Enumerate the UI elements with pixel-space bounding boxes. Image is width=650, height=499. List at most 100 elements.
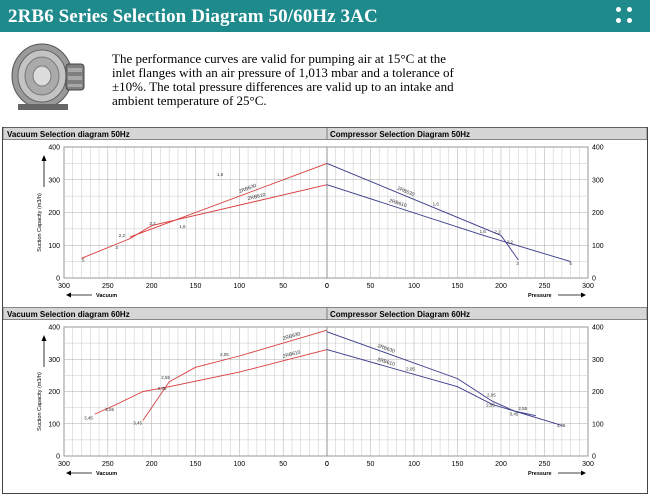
series-line-2rb630 [326, 331, 536, 417]
curve-annotation: 3,45 [133, 420, 142, 425]
x-tick-label: 50 [367, 283, 375, 290]
x-axis-arrowhead [66, 470, 71, 476]
y-tick-label: 200 [48, 389, 60, 396]
x-tick-label: 0 [325, 461, 329, 468]
chart-title-bar [2, 307, 648, 320]
x-tick-label: 300 [58, 283, 70, 290]
curve-annotation: 5 [82, 258, 85, 263]
page-title: 2RB6 Series Selection Diagram 50/60Hz 3A… [8, 6, 378, 27]
y-axis-arrowhead [41, 335, 47, 341]
series-line-2rb610 [326, 184, 571, 263]
curve-annotation: 2,2 [149, 221, 156, 226]
x-tick-label: 250 [539, 283, 551, 290]
curve-annotation: 1,6 [480, 229, 487, 234]
y-tick-label: 300 [48, 177, 60, 184]
y-axis-label: Suction Capacity (m3/h) [37, 372, 43, 431]
x-tick-label: 250 [539, 461, 551, 468]
intro-paragraph: The performance curves are valid for pum… [112, 51, 454, 108]
series-line-2rb630 [129, 162, 328, 238]
x-tick-label: 150 [190, 461, 202, 468]
blower-image [8, 38, 88, 114]
curve-annotation: 2,2 [494, 229, 501, 234]
curve-annotation: 2,05 [406, 367, 415, 372]
series-line-2rb610 [81, 184, 328, 259]
curve-annotation: 3,45 [557, 423, 566, 428]
x-tick-label: 100 [233, 461, 245, 468]
x-tick-label: 200 [146, 461, 158, 468]
y-tick-label: 0 [592, 454, 596, 461]
x-axis-arrowhead [581, 470, 586, 476]
curve-annotation: 2,55 [105, 407, 114, 412]
intro-text: The performance curves are valid for pum… [112, 52, 472, 108]
y-tick-label: 200 [592, 210, 604, 217]
chart-title: Compressor Selection Diagram 50Hz [330, 130, 470, 139]
y-tick-label: 100 [48, 421, 60, 428]
series-label: 2RB630 [377, 343, 396, 355]
curve-annotation: 2,2 [507, 239, 514, 244]
series-line-2rb630 [326, 162, 519, 261]
y-tick-label: 200 [592, 389, 604, 396]
x-axis-arrowhead [581, 292, 586, 298]
y-tick-label: 0 [56, 454, 60, 461]
series-label: 2RB610 [282, 349, 301, 359]
curve-annotation: 2,05 [487, 392, 496, 397]
y-tick-label: 100 [592, 421, 604, 428]
series-line-2rb610 [94, 349, 328, 415]
y-tick-label: 300 [592, 357, 604, 364]
x-tick-label: 250 [102, 461, 114, 468]
series-line-2rb630 [142, 329, 328, 421]
series-label: 2RB610 [376, 357, 395, 368]
x-tick-label: 50 [279, 461, 287, 468]
x-tick-label: 100 [408, 283, 420, 290]
x-tick-label: 300 [58, 461, 70, 468]
chart-title: Vacuum Selection diagram 50Hz [7, 130, 130, 139]
y-tick-label: 400 [48, 145, 60, 152]
curve-annotation: 1,6 [433, 201, 440, 206]
dots-grid-icon[interactable] [616, 7, 636, 27]
y-tick-label: 200 [48, 210, 60, 217]
x-axis-label: Vacuum [96, 471, 117, 477]
x-tick-label: 0 [325, 283, 329, 290]
x-tick-label: 50 [367, 461, 375, 468]
curve-annotation: 3 [115, 245, 118, 250]
x-tick-label: 150 [190, 283, 202, 290]
chart-title-bar [2, 127, 648, 140]
x-tick-label: 0 [325, 283, 329, 290]
x-axis-label: Pressure [528, 471, 552, 477]
y-tick-label: 400 [592, 145, 604, 152]
x-axis-arrowhead [66, 292, 71, 298]
curve-annotation: 2,05 [220, 352, 229, 357]
y-tick-label: 300 [48, 357, 60, 364]
y-tick-label: 0 [56, 276, 60, 283]
x-tick-label: 100 [408, 461, 420, 468]
x-tick-label: 200 [495, 283, 507, 290]
x-tick-label: 200 [146, 283, 158, 290]
x-tick-label: 150 [452, 461, 464, 468]
x-tick-label: 250 [102, 283, 114, 290]
curve-annotation: 3 [516, 261, 519, 266]
curve-annotation: 1,6 [217, 172, 224, 177]
y-tick-label: 100 [48, 243, 60, 250]
curve-annotation: 1,6 [179, 224, 186, 229]
x-axis-label: Pressure [528, 293, 552, 299]
y-tick-label: 400 [592, 325, 604, 332]
curve-annotation: 2,2 [119, 233, 126, 238]
x-tick-label: 300 [582, 461, 594, 468]
chart-title: Compressor Selection Diagram 60Hz [330, 310, 470, 319]
series-label: 2RB610 [388, 198, 407, 209]
y-tick-label: 0 [592, 276, 596, 283]
x-tick-label: 200 [495, 461, 507, 468]
curve-annotation: 2,05 [158, 386, 167, 391]
curve-annotation: 3,45 [84, 416, 93, 421]
x-tick-label: 300 [582, 283, 594, 290]
x-tick-label: 50 [279, 283, 287, 290]
curve-annotation: 2,55 [486, 403, 495, 408]
y-axis-arrowhead [41, 155, 47, 161]
x-tick-label: 0 [325, 461, 329, 468]
curve-annotation: 3,45 [510, 412, 519, 417]
y-axis-label: Suction Capacity (m3/h) [37, 193, 43, 252]
curve-annotation: 5 [569, 261, 572, 266]
x-axis-label: Vacuum [96, 293, 117, 299]
series-line-2rb610 [326, 349, 563, 426]
